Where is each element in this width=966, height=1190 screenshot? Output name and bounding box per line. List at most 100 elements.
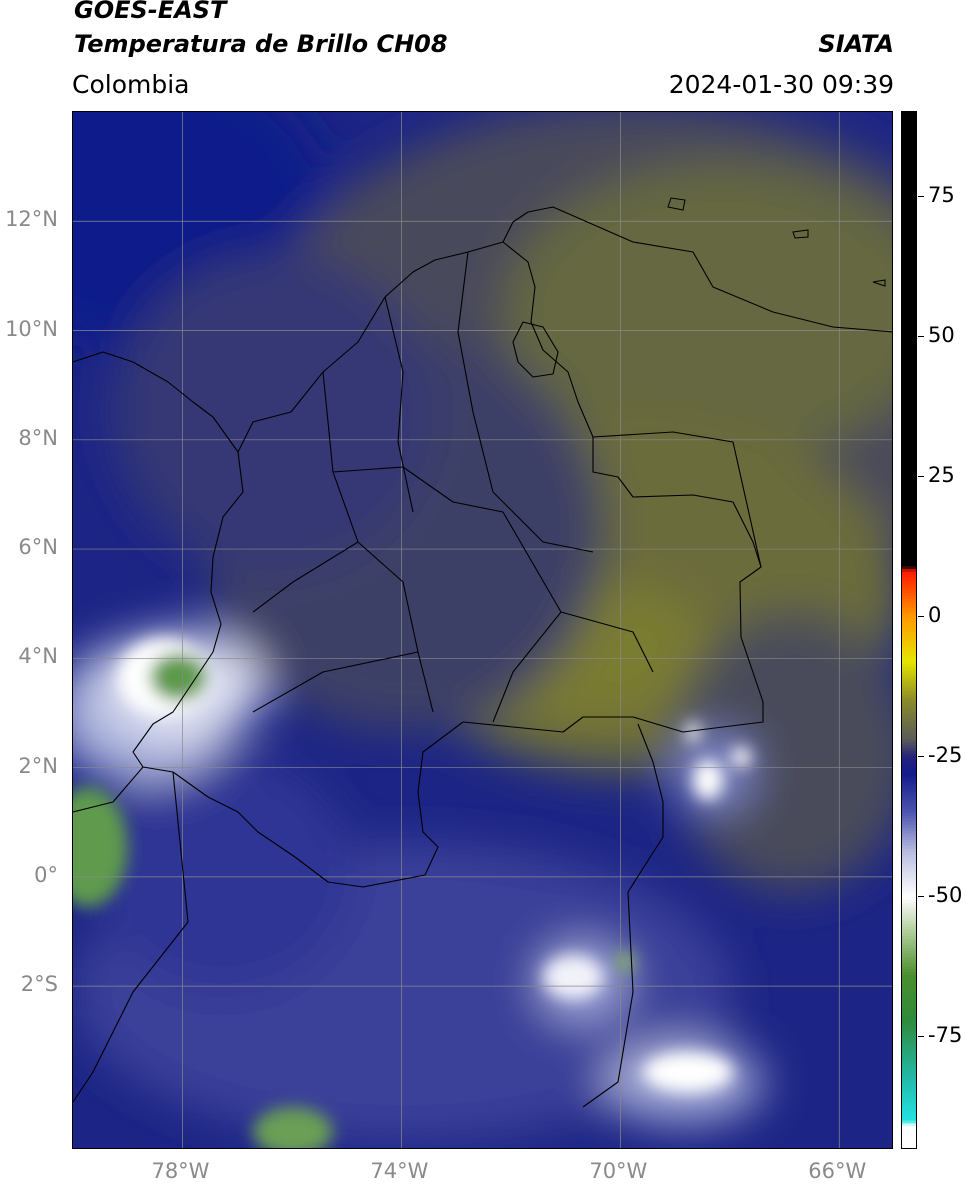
colorbar-band xyxy=(902,808,916,813)
colorbar-band xyxy=(902,715,916,719)
colorbar-band xyxy=(902,424,916,429)
colorbar-band xyxy=(902,815,916,819)
colorbar-band xyxy=(902,648,916,653)
longitude-tick-label: 78°W xyxy=(151,1159,210,1183)
colorbar-band xyxy=(902,660,916,665)
colorbar-band xyxy=(902,989,916,993)
latitude-tick-label: 12°N xyxy=(5,207,58,232)
colorbar-band xyxy=(902,223,916,227)
colorbar-band xyxy=(902,770,916,774)
colorbar-band xyxy=(902,247,916,251)
colorbar-band xyxy=(902,250,916,254)
colorbar-band xyxy=(902,1132,916,1136)
colorbar-band xyxy=(902,718,916,722)
colorbar-band xyxy=(902,355,916,359)
colorbar-band xyxy=(902,568,916,572)
colorbar-band xyxy=(902,259,916,263)
colorbar-band xyxy=(902,902,916,906)
colorbar-band xyxy=(902,301,916,305)
colorbar-band xyxy=(902,136,916,140)
colorbar-band xyxy=(902,613,916,617)
colorbar-band xyxy=(902,636,916,641)
colorbar-band xyxy=(902,244,916,248)
colorbar-band xyxy=(902,618,916,623)
colorbar-band xyxy=(902,148,916,152)
colorbar-band xyxy=(902,703,916,707)
colorbar-band xyxy=(902,448,916,453)
longitude-tick-label: 70°W xyxy=(589,1159,648,1183)
colorbar-band xyxy=(902,839,916,843)
colorbar-band xyxy=(902,775,916,780)
colorbar-tick-mark xyxy=(918,756,924,757)
colorbar-band xyxy=(902,857,916,861)
colorbar-band xyxy=(902,334,916,338)
colorbar-band xyxy=(902,268,916,272)
colorbar-band xyxy=(902,681,916,686)
colorbar-band xyxy=(902,181,916,185)
colorbar-band xyxy=(902,642,916,647)
colorbar-band xyxy=(902,502,916,507)
colorbar-band xyxy=(902,139,916,143)
colorbar-band xyxy=(902,848,916,852)
colorbar-band xyxy=(902,968,916,972)
satellite-title: GOES-EAST xyxy=(74,0,227,24)
colorbar-band xyxy=(902,790,916,795)
colorbar-band xyxy=(902,484,916,489)
colorbar-band xyxy=(902,529,916,534)
colorbar-band xyxy=(902,854,916,858)
longitude-tick-label: 66°W xyxy=(808,1159,867,1183)
colorbar-band xyxy=(902,821,916,825)
colorbar-band xyxy=(902,1090,916,1094)
colorbar-band xyxy=(902,706,916,710)
colorbar-band xyxy=(902,553,916,558)
colorbar-band xyxy=(902,1087,916,1091)
colorbar-band xyxy=(902,1120,916,1124)
colorbar-band xyxy=(902,767,916,771)
colorbar-band xyxy=(902,929,916,933)
colorbar-band xyxy=(902,196,916,200)
colorbar-band xyxy=(902,944,916,948)
colorbar-band xyxy=(902,172,916,176)
colorbar-band xyxy=(902,1093,916,1097)
colorbar-band xyxy=(902,1060,916,1065)
colorbar-band xyxy=(902,538,916,543)
colorbar-band xyxy=(902,151,916,155)
colorbar-band xyxy=(902,505,916,510)
colorbar-band xyxy=(902,833,916,837)
colorbar-band xyxy=(902,520,916,525)
longitude-tick-label: 74°W xyxy=(370,1159,429,1183)
colorbar-band xyxy=(902,115,916,119)
colorbar-band xyxy=(902,1036,916,1041)
colorbar-band xyxy=(902,472,916,477)
colorbar-band xyxy=(902,764,916,768)
colorbar-band xyxy=(902,818,916,822)
colorbar-band xyxy=(902,1081,916,1085)
colorbar-band xyxy=(902,878,916,882)
colorbar-band xyxy=(902,1117,916,1121)
colorbar-band xyxy=(902,370,916,374)
colorbar-band xyxy=(902,1114,916,1118)
colorbar-band xyxy=(902,547,916,552)
colorbar-band xyxy=(902,742,916,746)
colorbar-band xyxy=(902,730,916,734)
colorbar-band xyxy=(902,657,916,662)
colorbar-band xyxy=(902,589,916,593)
colorbar-band xyxy=(902,1138,916,1143)
colorbar-band xyxy=(902,481,916,486)
colorbar-band xyxy=(902,523,916,528)
colorbar-band xyxy=(902,475,916,480)
colorbar-band xyxy=(902,361,916,365)
colorbar-band xyxy=(902,830,916,834)
ecuador-peru-border xyxy=(73,766,189,1103)
colorbar-band xyxy=(902,1019,916,1023)
colorbar-band xyxy=(902,654,916,659)
satellite-map[interactable] xyxy=(72,111,893,1149)
colorbar-band xyxy=(902,187,916,191)
latitude-tick-label: 10°N xyxy=(5,316,58,341)
colorbar-band xyxy=(902,514,916,519)
colorbar-band xyxy=(902,190,916,194)
colorbar-band xyxy=(902,499,916,504)
colorbar-band xyxy=(902,337,916,341)
colorbar-band xyxy=(902,352,916,356)
colorbar-band xyxy=(902,433,916,438)
